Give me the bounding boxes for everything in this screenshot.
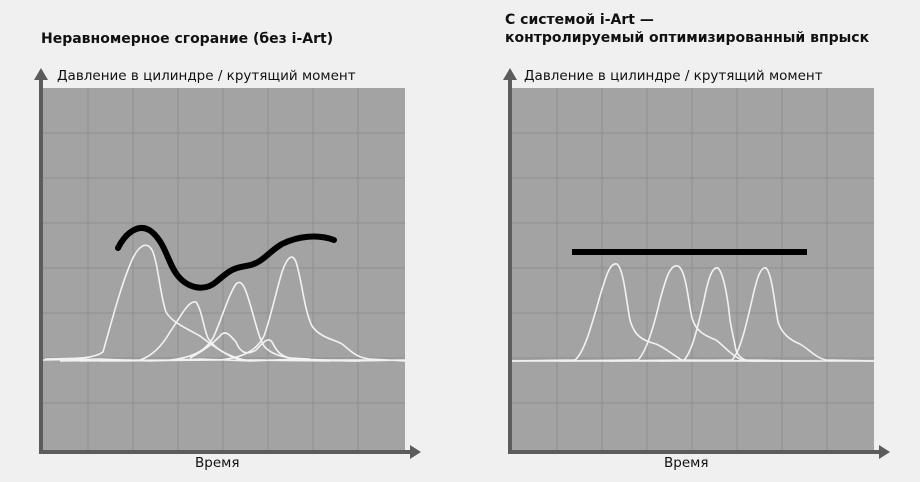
cylinder-trace-1 bbox=[511, 263, 761, 362]
left-title: Неравномерное сгорание (без i-Art) bbox=[41, 31, 334, 47]
cylinder-trace-3 bbox=[79, 281, 380, 362]
panel-i-art-controlled: С системой i-Art — контролируемый оптими… bbox=[460, 0, 920, 482]
right-x-axis-label: Время bbox=[664, 455, 709, 471]
left-x-axis-label: Время bbox=[195, 455, 240, 471]
left-y-axis-label: Давление в цилиндре / крутящий момент bbox=[57, 68, 356, 84]
right-title-line-2: контролируемый оптимизированный впрыск bbox=[505, 30, 870, 46]
pressure-traces bbox=[511, 263, 875, 362]
cylinder-trace-4 bbox=[99, 256, 406, 362]
cylinder-trace-2 bbox=[559, 265, 801, 362]
grid bbox=[43, 88, 405, 450]
plot-area bbox=[43, 88, 405, 450]
cylinder-trace-1 bbox=[44, 244, 331, 362]
panel-uneven-combustion: Неравномерное сгорание (без i-Art) Давле… bbox=[34, 31, 421, 471]
cylinder-trace-2 bbox=[59, 301, 361, 362]
cylinder-trace-4 bbox=[659, 267, 875, 362]
left-plot bbox=[34, 68, 421, 459]
pressure-traces bbox=[42, 244, 406, 362]
right-title: С системой i-Art — контролируемый оптими… bbox=[505, 11, 905, 47]
plot-area bbox=[512, 88, 874, 450]
right-y-axis-label: Давление в цилиндре / крутящий момент bbox=[524, 68, 823, 84]
axes bbox=[34, 68, 421, 459]
right-plot bbox=[503, 68, 890, 459]
grid bbox=[512, 88, 874, 450]
axes bbox=[503, 68, 890, 459]
cylinder-trace-5 bbox=[189, 332, 311, 360]
torque-curve-uneven bbox=[115, 225, 337, 291]
right-title-line-1: С системой i-Art — bbox=[505, 12, 654, 28]
